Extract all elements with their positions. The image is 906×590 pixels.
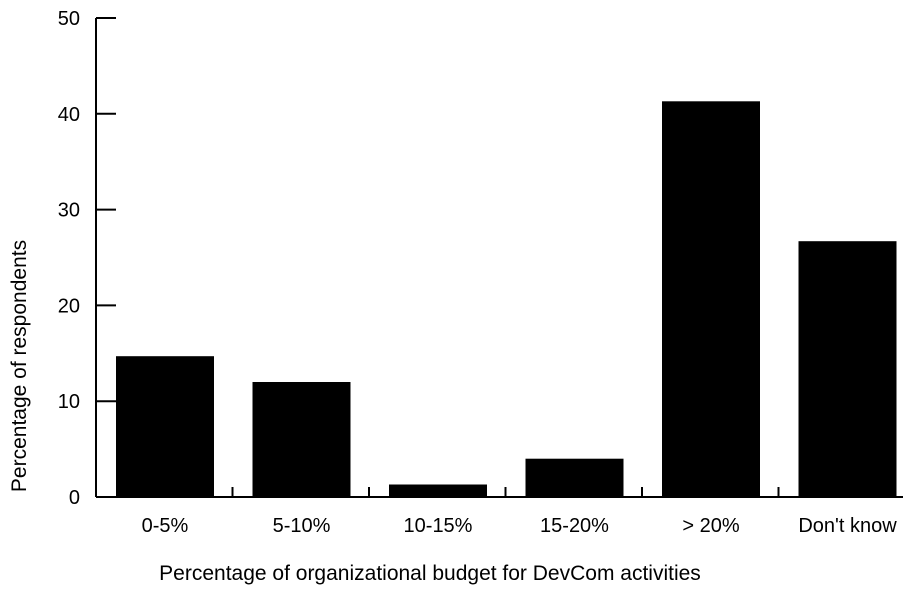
axes	[95, 18, 903, 498]
bar-don-t-know	[798, 241, 897, 497]
bar-5-10	[252, 382, 351, 497]
x-tick-label: 10-15%	[404, 515, 473, 537]
x-tick-label: 5-10%	[273, 515, 331, 537]
bar-0-5	[116, 356, 214, 497]
y-tick-label: 40	[58, 104, 80, 126]
y-tick-label: 0	[69, 487, 80, 509]
bar-10-15	[389, 484, 487, 497]
bars	[116, 101, 897, 498]
y-tick-label: 20	[58, 295, 80, 317]
x-axis-title: Percentage of organizational budget for …	[159, 562, 701, 585]
x-tick-label: Don't know	[798, 515, 897, 537]
y-tick-label: 30	[58, 200, 80, 222]
y-axis-title: Percentage of respondents	[8, 240, 31, 492]
y-tick-label: 10	[58, 391, 80, 413]
y-ticks: 0 10 20 30 40 50	[58, 8, 116, 509]
x-tick-label: 15-20%	[540, 515, 609, 537]
bar-15-20	[525, 458, 624, 497]
y-tick-label: 50	[58, 8, 80, 30]
x-tick-label: > 20%	[682, 515, 739, 537]
x-tick-label: 0-5%	[142, 515, 189, 537]
bar-20	[662, 101, 760, 498]
x-ticks: 0-5% 5-10% 10-15% 15-20% > 20% Don't know	[142, 487, 897, 537]
